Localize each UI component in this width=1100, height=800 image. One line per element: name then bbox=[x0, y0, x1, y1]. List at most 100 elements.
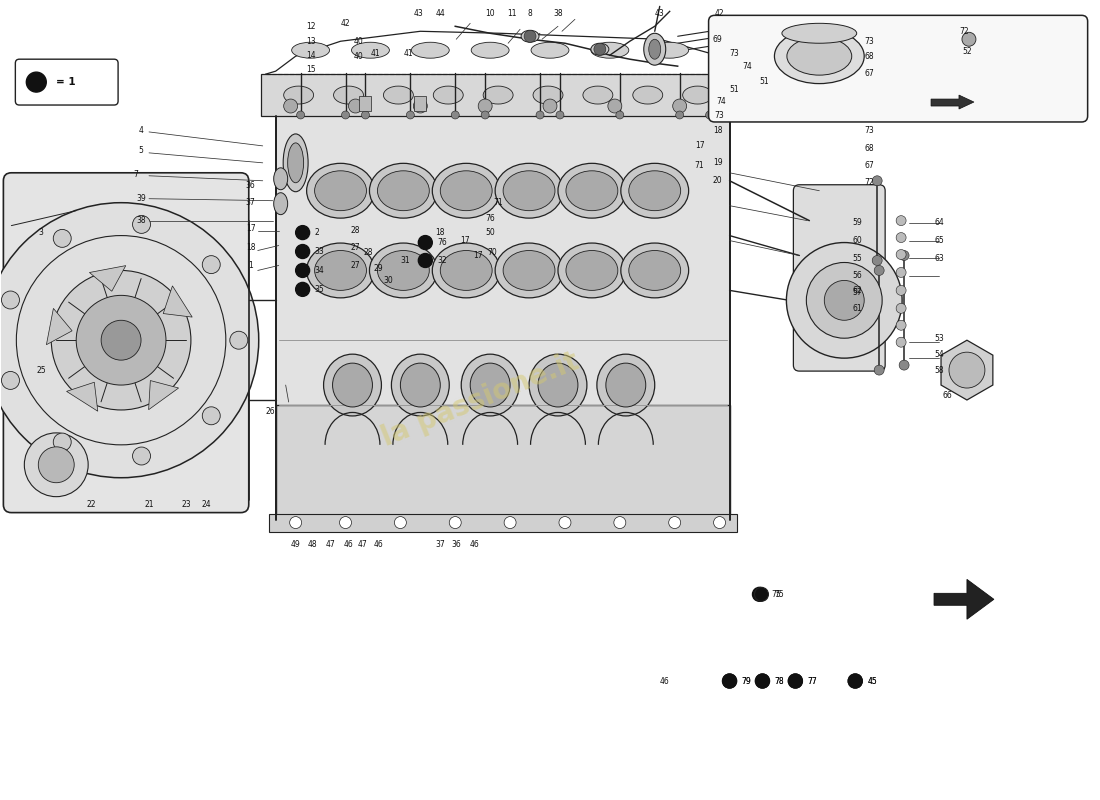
Ellipse shape bbox=[521, 30, 539, 42]
Ellipse shape bbox=[606, 363, 646, 407]
Text: 8: 8 bbox=[528, 9, 532, 18]
Text: 50: 50 bbox=[485, 228, 495, 237]
Text: 73: 73 bbox=[865, 126, 874, 135]
Ellipse shape bbox=[377, 250, 429, 290]
Text: 27: 27 bbox=[351, 243, 361, 252]
Text: 67: 67 bbox=[865, 69, 874, 78]
Text: 66: 66 bbox=[942, 390, 952, 399]
Circle shape bbox=[132, 447, 151, 465]
Circle shape bbox=[824, 281, 865, 320]
Circle shape bbox=[202, 256, 220, 274]
FancyBboxPatch shape bbox=[360, 96, 372, 111]
Circle shape bbox=[559, 517, 571, 529]
Text: 1: 1 bbox=[249, 261, 253, 270]
Text: 74: 74 bbox=[742, 62, 752, 70]
Circle shape bbox=[594, 43, 606, 55]
Ellipse shape bbox=[782, 23, 857, 43]
Circle shape bbox=[52, 270, 191, 410]
Ellipse shape bbox=[591, 42, 629, 58]
Text: 25: 25 bbox=[36, 366, 46, 374]
Text: 53: 53 bbox=[934, 334, 944, 342]
Circle shape bbox=[962, 32, 976, 46]
Polygon shape bbox=[46, 308, 73, 345]
Circle shape bbox=[616, 111, 624, 119]
Ellipse shape bbox=[377, 170, 429, 210]
Ellipse shape bbox=[411, 42, 449, 58]
Text: 47: 47 bbox=[326, 540, 336, 549]
Circle shape bbox=[202, 407, 220, 425]
Text: 11: 11 bbox=[507, 9, 517, 18]
Text: 3: 3 bbox=[39, 228, 44, 237]
Ellipse shape bbox=[620, 163, 689, 218]
Text: 46: 46 bbox=[374, 540, 383, 549]
FancyBboxPatch shape bbox=[793, 185, 886, 371]
Text: 77: 77 bbox=[807, 677, 817, 686]
Ellipse shape bbox=[433, 86, 463, 104]
Circle shape bbox=[341, 111, 350, 119]
Text: 43: 43 bbox=[414, 9, 424, 18]
Text: 23: 23 bbox=[182, 500, 190, 509]
Ellipse shape bbox=[558, 243, 626, 298]
Circle shape bbox=[789, 674, 802, 688]
Polygon shape bbox=[148, 381, 178, 410]
Ellipse shape bbox=[558, 163, 626, 218]
Text: 22: 22 bbox=[87, 500, 96, 509]
Text: 68: 68 bbox=[865, 52, 874, 61]
Circle shape bbox=[132, 215, 151, 234]
Text: 31: 31 bbox=[400, 256, 410, 265]
Text: 15: 15 bbox=[306, 65, 316, 74]
Text: 62: 62 bbox=[852, 286, 862, 295]
Circle shape bbox=[899, 250, 909, 261]
Text: 18: 18 bbox=[436, 228, 446, 237]
Ellipse shape bbox=[629, 170, 681, 210]
Ellipse shape bbox=[370, 163, 438, 218]
Circle shape bbox=[230, 331, 248, 349]
Text: 61: 61 bbox=[852, 304, 862, 313]
Text: 43: 43 bbox=[654, 9, 664, 18]
Circle shape bbox=[608, 99, 622, 113]
Text: 71: 71 bbox=[695, 162, 704, 170]
Circle shape bbox=[872, 255, 882, 266]
Ellipse shape bbox=[384, 86, 414, 104]
Text: 18: 18 bbox=[713, 126, 723, 135]
Circle shape bbox=[705, 111, 714, 119]
Ellipse shape bbox=[307, 243, 374, 298]
Text: 39: 39 bbox=[136, 194, 146, 203]
Circle shape bbox=[340, 517, 352, 529]
Text: 44: 44 bbox=[436, 9, 446, 18]
Circle shape bbox=[786, 242, 902, 358]
Text: 40: 40 bbox=[353, 37, 363, 46]
Text: 46: 46 bbox=[343, 540, 353, 549]
Ellipse shape bbox=[620, 243, 689, 298]
Circle shape bbox=[504, 517, 516, 529]
Text: 76: 76 bbox=[485, 214, 495, 223]
Circle shape bbox=[896, 320, 906, 330]
Circle shape bbox=[723, 674, 737, 688]
Text: 17: 17 bbox=[695, 142, 704, 150]
Text: 45: 45 bbox=[867, 677, 877, 686]
Ellipse shape bbox=[566, 170, 618, 210]
Text: 28: 28 bbox=[364, 248, 373, 257]
Text: 13: 13 bbox=[306, 37, 316, 46]
Circle shape bbox=[406, 111, 415, 119]
Ellipse shape bbox=[315, 170, 366, 210]
Ellipse shape bbox=[440, 250, 492, 290]
Text: 2: 2 bbox=[315, 228, 319, 237]
Text: 79: 79 bbox=[741, 677, 751, 686]
Circle shape bbox=[714, 517, 726, 529]
Text: 48: 48 bbox=[308, 540, 318, 549]
Ellipse shape bbox=[284, 86, 314, 104]
Circle shape bbox=[53, 230, 72, 247]
Text: 24: 24 bbox=[201, 500, 211, 509]
Ellipse shape bbox=[644, 34, 666, 65]
Circle shape bbox=[896, 286, 906, 295]
Text: 57: 57 bbox=[852, 288, 862, 297]
Ellipse shape bbox=[597, 354, 654, 416]
Ellipse shape bbox=[531, 42, 569, 58]
Text: 36: 36 bbox=[246, 182, 255, 190]
Ellipse shape bbox=[315, 250, 366, 290]
Ellipse shape bbox=[432, 163, 500, 218]
Circle shape bbox=[896, 338, 906, 347]
Text: 4: 4 bbox=[139, 126, 143, 135]
Polygon shape bbox=[931, 95, 974, 109]
